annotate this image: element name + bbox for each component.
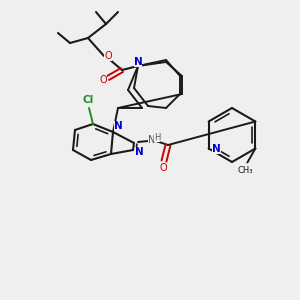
Text: H: H <box>154 133 160 142</box>
Text: Cl: Cl <box>82 95 94 105</box>
Text: O: O <box>99 75 107 85</box>
Text: CH₃: CH₃ <box>238 166 253 175</box>
Text: N: N <box>148 135 156 145</box>
Text: N: N <box>212 143 221 154</box>
Text: N: N <box>114 121 122 131</box>
Text: O: O <box>159 163 167 173</box>
Text: O: O <box>104 51 112 61</box>
Text: N: N <box>135 147 143 157</box>
Text: N: N <box>134 57 142 67</box>
